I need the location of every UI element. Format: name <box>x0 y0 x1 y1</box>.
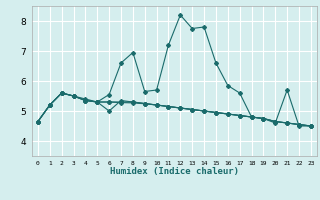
X-axis label: Humidex (Indice chaleur): Humidex (Indice chaleur) <box>110 167 239 176</box>
